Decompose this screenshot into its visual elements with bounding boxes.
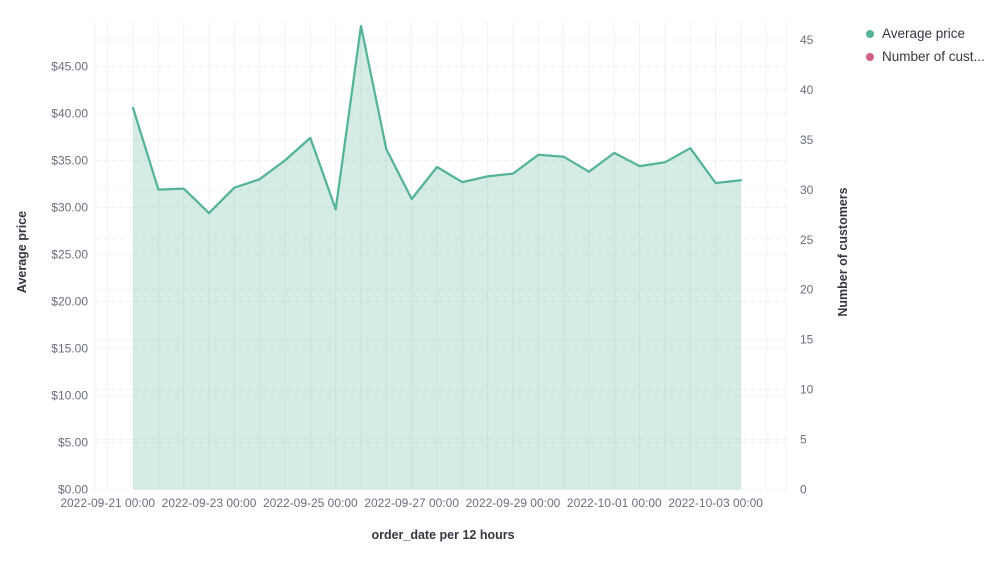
right-axis-tick-label: 25	[800, 233, 814, 247]
left-axis-tick-label: $20.00	[51, 294, 88, 308]
legend-item-label: Number of cust...	[882, 49, 985, 64]
area-fill-average-price	[133, 26, 741, 490]
left-axis-tick-label: $10.00	[51, 388, 88, 402]
series-layer	[131, 24, 743, 490]
right-axis-tick-label: 30	[800, 183, 814, 197]
right-axis-tick-label: 20	[800, 283, 814, 297]
legend-item-average-price[interactable]: Average price	[866, 22, 985, 45]
left-axis-tick-label: $0.00	[58, 483, 88, 497]
right-axis-title: Number of customers	[836, 187, 850, 316]
x-axis-tick-label: 2022-10-03 00:00	[668, 496, 763, 510]
legend: Average price Number of cust...	[866, 22, 985, 68]
right-axis-tick-labels: 0 5 10 15 20 25 30 35 40 45	[800, 33, 814, 497]
x-axis-tick-label: 2022-09-21 00:00	[60, 496, 155, 510]
right-axis-tick-label: 45	[800, 33, 814, 47]
x-axis-tick-label: 2022-10-01 00:00	[567, 496, 662, 510]
horizontal-gridlines	[95, 39, 786, 490]
left-axis-tick-label: $35.00	[51, 153, 88, 167]
line-average-price	[131, 24, 743, 215]
left-axis-tick-labels: $0.00 $5.00 $10.00 $15.00 $20.00 $25.00 $30.00…	[51, 59, 88, 496]
legend-item-number-of-cust[interactable]: Number of cust...	[866, 45, 985, 68]
x-axis-tick-label: 2022-09-25 00:00	[263, 496, 358, 510]
right-axis-tick-label: 5	[800, 433, 807, 447]
right-axis-tick-label: 35	[800, 133, 814, 147]
left-axis-tick-label: $30.00	[51, 200, 88, 214]
x-axis-title: order_date per 12 hours	[371, 528, 514, 542]
legend-item-label: Average price	[882, 26, 966, 41]
x-axis-tick-label: 2022-09-29 00:00	[466, 496, 561, 510]
left-axis-tick-label: $45.00	[51, 59, 88, 73]
left-axis-tick-label: $25.00	[51, 247, 88, 261]
right-axis-tick-label: 0	[800, 483, 807, 497]
x-axis-tick-labels: 2022-09-21 00:00 2022-09-23 00:00 2022-09-…	[60, 496, 763, 510]
left-axis-title: Average price	[15, 211, 29, 293]
x-axis-tick-label: 2022-09-23 00:00	[162, 496, 257, 510]
x-axis-tick-label: 2022-09-27 00:00	[364, 496, 459, 510]
legend-dot-icon	[866, 29, 874, 38]
vertical-gridlines	[94, 22, 787, 490]
right-axis-tick-label: 15	[800, 333, 814, 347]
legend-dot-icon	[866, 52, 874, 61]
left-axis-tick-label: $40.00	[51, 106, 88, 120]
right-axis-tick-label: 40	[800, 83, 814, 97]
right-axis-tick-label: 10	[800, 383, 814, 397]
left-axis-tick-label: $5.00	[58, 435, 88, 449]
left-axis-tick-label: $15.00	[51, 341, 88, 355]
